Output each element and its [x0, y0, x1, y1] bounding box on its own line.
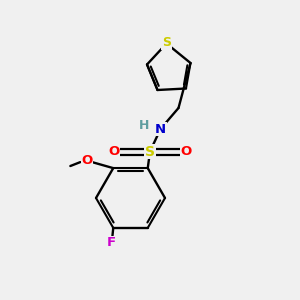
Text: O: O	[81, 154, 92, 167]
Text: S: S	[145, 145, 155, 158]
Text: H: H	[139, 119, 149, 132]
Text: F: F	[107, 236, 116, 249]
Text: O: O	[108, 145, 120, 158]
Text: S: S	[162, 36, 171, 49]
Text: N: N	[155, 122, 166, 136]
Text: O: O	[180, 145, 192, 158]
